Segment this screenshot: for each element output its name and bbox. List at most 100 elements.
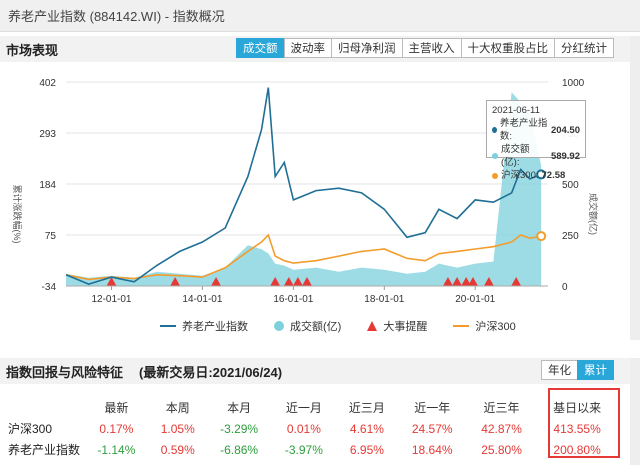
tab-dividend[interactable]: 分红统计 [554,38,614,58]
circle-icon [274,321,284,331]
scrollbar-market[interactable] [630,36,640,340]
x-tick-label: 18-01-01 [364,294,404,305]
window-title-bar: 养老产业指数 (884142.WI) - 指数概况 [0,0,640,32]
tooltip-label-index: 养老产业指数: [499,118,548,142]
x-tick-label: 16-01-01 [273,294,313,305]
header-week: 本周 [165,400,190,415]
returns-section-header: 指数回报与风险特征 (最新交易日:2021/06/24) [0,358,640,384]
table-cell: -6.86% [220,442,259,457]
y-tick-right: 0 [562,282,568,293]
triangle-icon [367,321,378,331]
table-cell: 200.80% [553,442,601,457]
turnover-area [66,92,542,286]
table-cell: 413.55% [553,421,601,436]
event-triangle [511,277,522,286]
y-tick-right: 250 [562,231,579,242]
y-tick-right: 500 [562,180,579,191]
tab-annualized[interactable]: 年化 [541,360,578,380]
tab-top10-weight[interactable]: 十大权重股占比 [460,38,555,58]
table-cell: 1.05% [160,421,195,436]
table-cell: 0.17% [99,421,134,436]
legend-label-turnover: 成交额(亿) [290,321,342,333]
returns-table: 最新 本周 本月 近一月 近三月 近一年 近三年 基日以来 沪深300 0.17%… [6,396,618,460]
y-axis-right-label: 成交额(亿) [588,193,599,235]
table-cell: 6.95% [349,442,384,457]
event-triangle [283,277,294,286]
y-tick-left: 402 [39,78,56,89]
chart-legend: 养老产业指数 成交额(亿) 大事提醒 沪深300 [160,318,516,334]
table-cell: -1.14% [97,442,136,457]
y-tick-left: 75 [45,231,57,242]
x-tick-label: 14-01-01 [182,294,222,305]
table-cell: 18.64% [411,442,453,457]
event-triangle [292,277,303,286]
y-tick-right: 1000 [562,78,585,89]
row-name: 沪深300 [8,422,53,436]
row-name: 养老产业指数 [8,443,81,457]
line-icon [160,325,176,327]
scrollbar-returns[interactable] [630,358,640,465]
legend-hs300[interactable]: 沪深300 [453,318,516,334]
legend-label-events: 大事提醒 [383,321,428,333]
market-title: 市场表现 [6,42,59,58]
table-cell: 25.80% [481,442,522,457]
header-month: 本月 [227,400,252,415]
event-triangle [211,277,222,286]
x-tick-label: 20-01-01 [455,294,495,305]
header-1y: 近一年 [414,400,451,415]
tab-volatility[interactable]: 波动率 [283,38,332,58]
event-triangle [170,277,181,286]
table-row[interactable]: 沪深300 0.17% 1.05% -3.29% 0.01% 4.61% 24.57% 42.… [6,418,618,439]
tab-net-profit[interactable]: 归母净利润 [331,38,403,58]
y-axis-left-label: 累计涨跌幅(%) [12,185,23,244]
highlight-box [548,388,620,458]
returns-toggle: 年化 累计 [541,360,614,380]
hover-point-index [536,169,547,180]
tab-revenue[interactable]: 主营收入 [401,38,462,58]
tooltip-value-index: 204.50 [550,124,580,136]
x-tick-label: 12-01-01 [91,294,131,305]
tooltip-dot-turnover [492,153,498,159]
tooltip-row-index: 养老产业指数: 204.50 [492,117,580,143]
header-3m: 近三月 [348,400,385,415]
header-since-base: 基日以来 [553,400,602,415]
event-triangle [442,277,453,286]
y-tick-left: -34 [42,282,57,293]
header-name [6,396,84,418]
table-cell: 0.59% [160,442,195,457]
header-1m: 近一月 [285,400,322,415]
chart-grid [66,81,548,287]
header-3y: 近三年 [483,400,520,415]
tooltip-row-hs300: 沪深300: 72.58 [492,169,580,182]
table-cell: 24.57% [411,421,453,436]
hover-point-hs300 [536,231,547,242]
table-row[interactable]: 养老产业指数 -1.14% 0.59% -6.86% -3.97% 6.95% 18.64%… [6,439,618,460]
table-cell: -3.97% [284,442,323,457]
chart-tooltip: 2021-06-11 养老产业指数: 204.50 成交额(亿): 589.92… [486,100,586,181]
tooltip-value-hs300: 72.58 [541,170,566,181]
legend-index[interactable]: 养老产业指数 [160,318,248,334]
tooltip-label-hs300: 沪深300: [501,170,539,181]
event-triangle [302,277,312,286]
tooltip-dot-index [492,127,497,133]
tab-turnover[interactable]: 成交额 [236,38,285,58]
tooltip-row-turnover: 成交额(亿): 589.92 [492,143,580,169]
tooltip-date: 2021-06-11 [492,105,540,116]
y-tick-left: 184 [39,180,56,191]
y-tick-left: 293 [39,129,56,140]
table-cell: 4.61% [349,421,384,436]
legend-label-hs300: 沪深300 [475,321,516,333]
hs300-line [65,233,542,281]
event-triangle [452,277,463,286]
line-icon [453,325,470,327]
legend-events[interactable]: 大事提醒 [367,318,427,334]
returns-title: 指数回报与风险特征 [6,364,124,380]
tooltip-label-turnover: 成交额(亿): [501,144,530,168]
tab-cumulative[interactable]: 累计 [577,360,614,380]
table-header-row: 最新 本周 本月 近一月 近三月 近一年 近三年 基日以来 [6,396,618,418]
event-markers [106,277,522,286]
legend-turnover[interactable]: 成交额(亿) [274,318,341,334]
event-triangle [467,277,478,286]
table-cell: -3.29% [220,421,259,436]
event-triangle [106,277,117,286]
